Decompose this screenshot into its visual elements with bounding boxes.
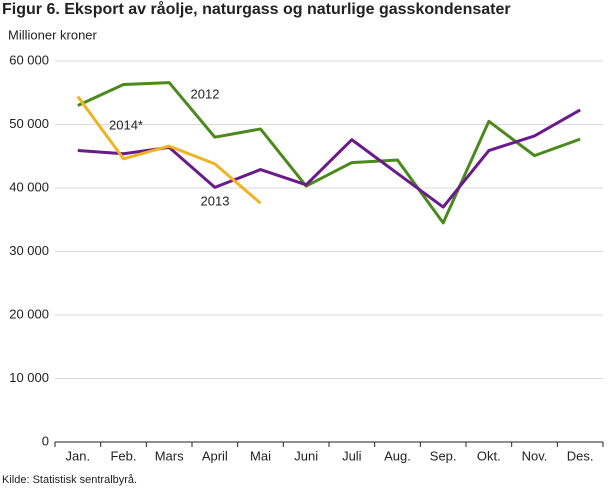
x-tick-label: Des. (567, 448, 594, 463)
x-tick-label: Mars (155, 448, 184, 463)
y-tick-label: 30 000 (9, 243, 49, 258)
source: Kilde: Statistisk sentralbyrå. (2, 474, 137, 486)
series-label: 2012 (191, 86, 220, 101)
series-label: 2014* (109, 117, 143, 132)
x-tick-label: Aug. (384, 448, 411, 463)
chart-title: Figur 6. Eksport av råolje, naturgass og… (2, 0, 511, 18)
y-tick-label: 40 000 (9, 179, 49, 194)
x-tick-label: April (202, 448, 228, 463)
y-tick-label: 50 000 (9, 116, 49, 131)
x-tick-label: Juli (342, 448, 362, 463)
y-axis-label: Millioner kroner (8, 27, 98, 42)
x-tick-label: Juni (294, 448, 318, 463)
x-tick-label: Okt. (477, 448, 501, 463)
x-tick-label: Nov. (522, 448, 548, 463)
y-tick-label: 10 000 (9, 370, 49, 385)
x-tick-label: Feb. (110, 448, 136, 463)
series-line (76, 95, 262, 205)
x-tick-label: Mai (250, 448, 271, 463)
series-line (77, 81, 581, 225)
x-tick-label: Sep. (430, 448, 457, 463)
y-tick-label: 20 000 (9, 306, 49, 321)
y-tick-label: 0 (42, 433, 49, 448)
y-tick-label: 60 000 (9, 52, 49, 67)
series-label: 2013 (201, 193, 230, 208)
x-tick-label: Jan. (66, 448, 91, 463)
